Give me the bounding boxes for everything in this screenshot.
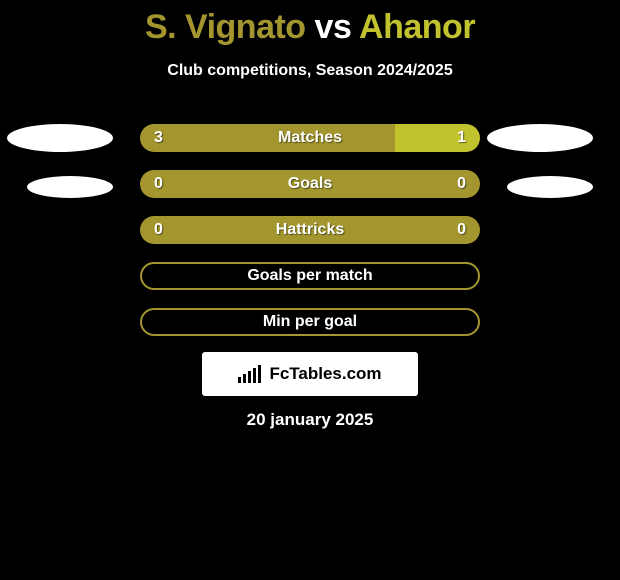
title-left-player: S. Vignato <box>145 8 306 46</box>
stat-fill-left <box>140 124 395 152</box>
stat-label: Matches <box>278 129 342 147</box>
fctables-logo[interactable]: FcTables.com <box>202 352 418 396</box>
stat-label: Goals <box>288 175 332 193</box>
stat-row: Min per goal <box>140 308 480 336</box>
stat-label: Min per goal <box>263 313 357 331</box>
stat-value-right: 1 <box>457 129 466 147</box>
stat-value-left: 0 <box>154 175 163 193</box>
comparison-title: S. Vignato vs Ahanor <box>0 8 620 47</box>
title-right-player: Ahanor <box>359 8 475 46</box>
logo-text: FcTables.com <box>269 364 381 384</box>
stats-area: Matches 3 1 Goals 0 0 Hattricks 0 0 Goals per mat… <box>0 124 620 354</box>
logo-bars-icon <box>238 365 263 383</box>
stat-row: Matches 3 1 <box>140 124 480 152</box>
stat-label: Hattricks <box>276 221 344 239</box>
title-vs-text: vs <box>315 8 360 46</box>
subtitle-text: Club competitions, Season 2024/2025 <box>0 62 620 80</box>
stat-value-left: 0 <box>154 221 163 239</box>
stat-row: Goals per match <box>140 262 480 290</box>
stat-fill-right <box>395 124 480 152</box>
stat-row: Hattricks 0 0 <box>140 216 480 244</box>
stat-label: Goals per match <box>247 267 372 285</box>
logo-inner: FcTables.com <box>238 364 381 384</box>
stat-value-right: 0 <box>457 175 466 193</box>
snapshot-date: 20 january 2025 <box>247 410 374 430</box>
stat-value-left: 3 <box>154 129 163 147</box>
stat-value-right: 0 <box>457 221 466 239</box>
stat-row: Goals 0 0 <box>140 170 480 198</box>
